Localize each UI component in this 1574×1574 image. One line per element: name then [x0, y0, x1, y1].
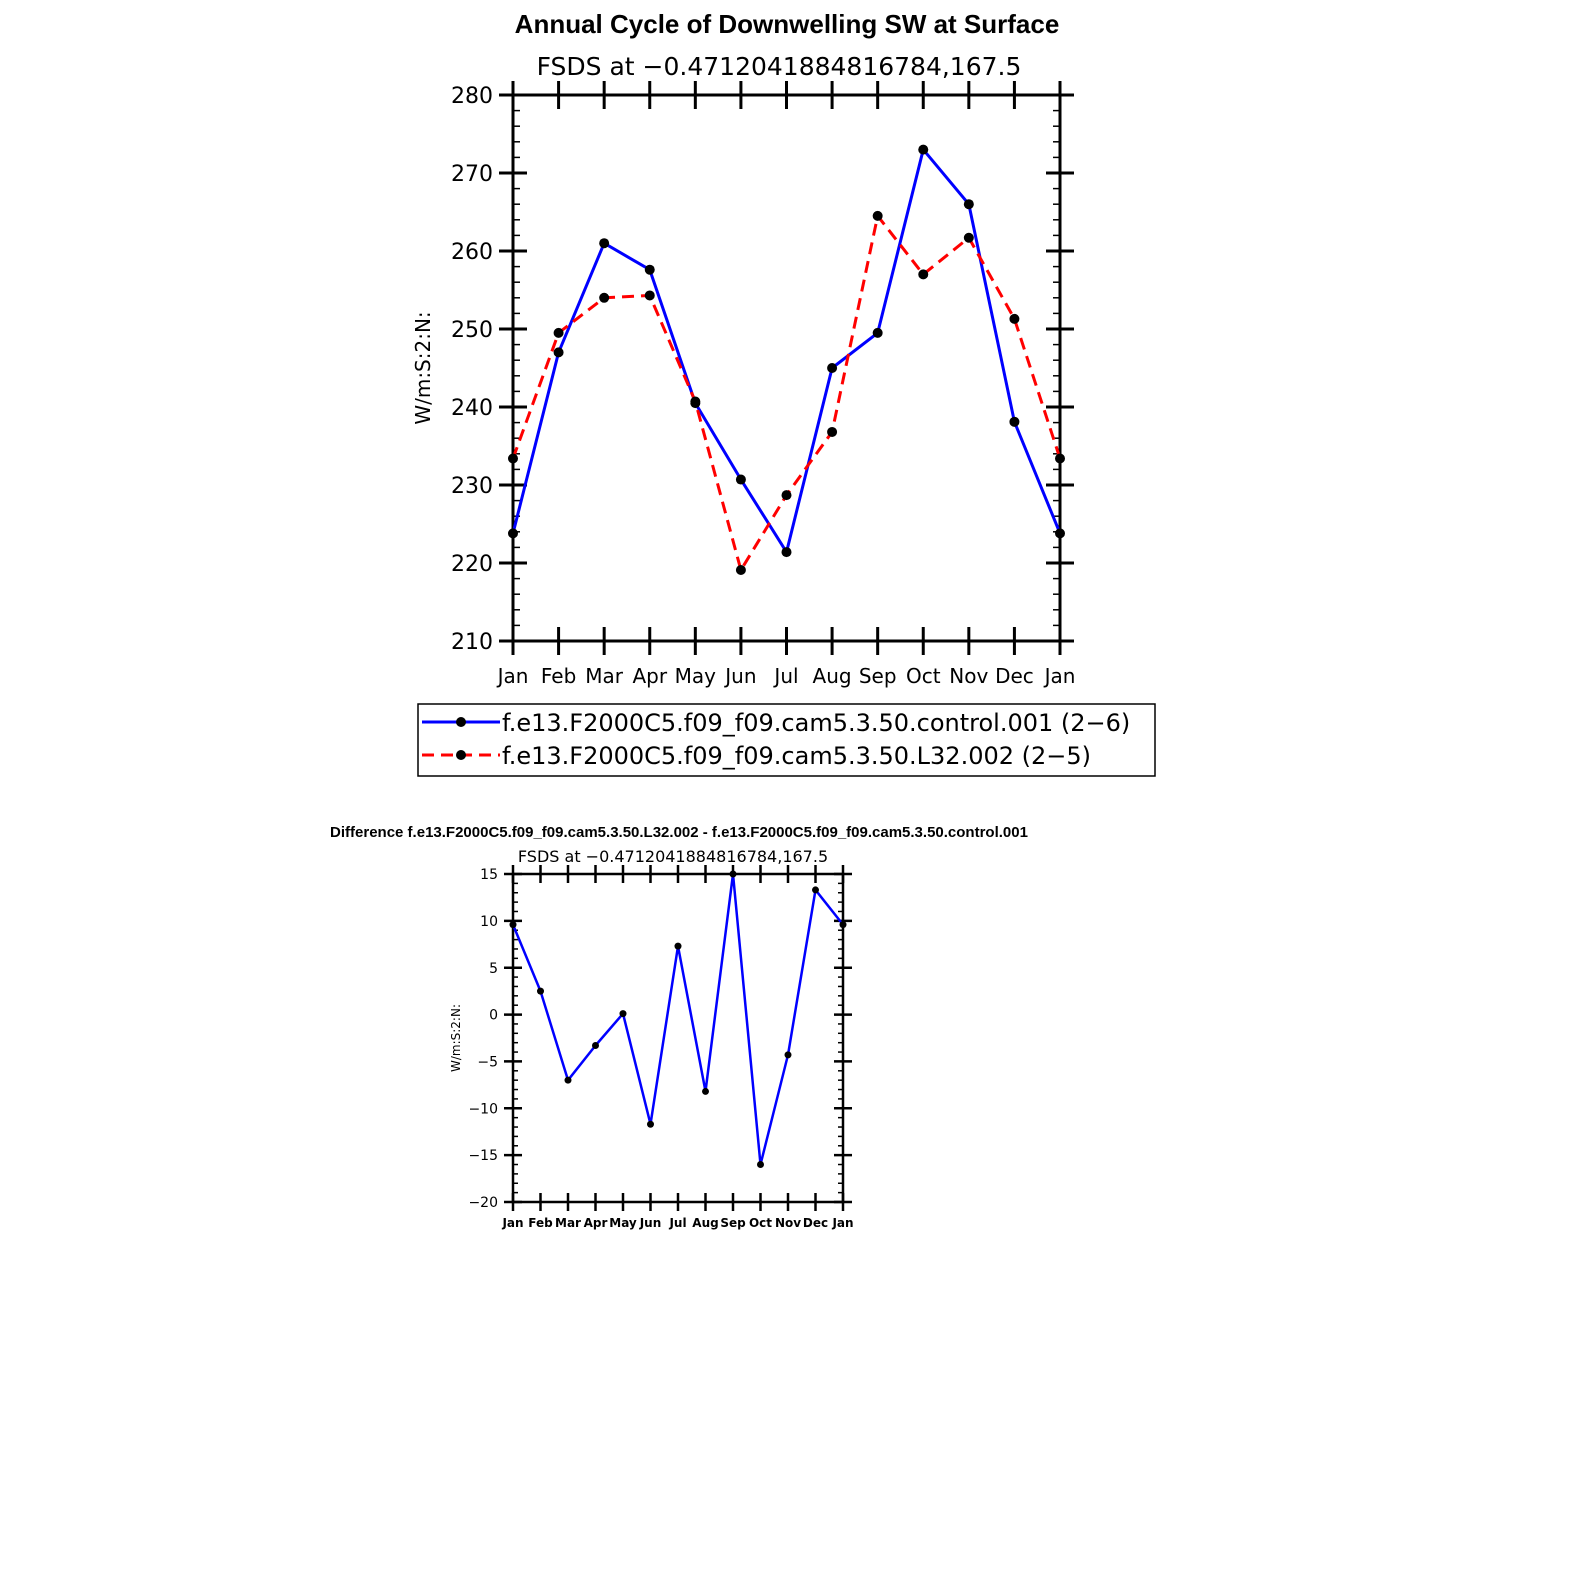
- main-series-1-point: [918, 269, 928, 279]
- diff-series-0-point: [702, 1088, 709, 1095]
- diff-x-tick-label: Jun: [639, 1216, 662, 1230]
- main-series-0-point: [827, 363, 837, 373]
- diff-y-tick-label: −5: [477, 1054, 498, 1070]
- diff-plot-frame: [513, 874, 843, 1202]
- diff-x-tick-label: Mar: [555, 1216, 581, 1230]
- main-series-0-point: [1055, 528, 1065, 538]
- main-x-tick-label: Oct: [906, 664, 941, 688]
- main-series-1-point: [1055, 453, 1065, 463]
- diff-x-tick-label: Nov: [775, 1216, 801, 1230]
- diff-series-line-0: [513, 874, 843, 1165]
- diff-chart-subtitle: FSDS at −0.4712041884816784,167.5: [518, 847, 828, 866]
- main-x-tick-label: Mar: [585, 664, 624, 688]
- diff-series-0-point: [675, 943, 682, 950]
- diff-x-tick-label: Oct: [749, 1216, 772, 1230]
- main-x-tick-label: Aug: [813, 664, 852, 688]
- main-series-0-point: [599, 238, 609, 248]
- main-series-1-point: [964, 233, 974, 243]
- diff-x-tick-label: Jul: [668, 1216, 686, 1230]
- diff-chart-title: Difference f.e13.F2000C5.f09_f09.cam5.3.…: [330, 824, 1028, 841]
- main-series-0-point: [736, 475, 746, 485]
- main-series-0-point: [1009, 417, 1019, 427]
- main-series-1-point: [554, 328, 564, 338]
- diff-series-0-point: [592, 1042, 599, 1049]
- main-series-0-point: [964, 199, 974, 209]
- main-x-tick-label: Nov: [949, 664, 988, 688]
- diff-y-tick-label: 0: [489, 1008, 498, 1024]
- diff-y-tick-label: −10: [468, 1101, 498, 1117]
- main-x-tick-label: Feb: [541, 664, 576, 688]
- diff-x-tick-label: Dec: [803, 1216, 828, 1230]
- main-series-1-point: [508, 453, 518, 463]
- diff-series-0-point: [840, 921, 847, 928]
- diff-series-0-point: [620, 1010, 627, 1017]
- main-series-1-point: [873, 211, 883, 221]
- main-x-tick-label: Apr: [632, 664, 667, 688]
- main-chart: Annual Cycle of Downwelling SW at Surfac…: [411, 9, 1155, 776]
- diff-y-tick-label: −20: [468, 1195, 498, 1211]
- diff-x-tick-label: Jan: [831, 1216, 853, 1230]
- main-x-tick-label: Dec: [995, 664, 1034, 688]
- diff-x-tick-label: Feb: [528, 1216, 553, 1230]
- main-x-tick-label: Sep: [859, 664, 897, 688]
- diff-y-tick-label: −15: [468, 1148, 498, 1164]
- diff-series-0-point: [565, 1077, 572, 1084]
- diff-series-0-point: [537, 988, 544, 995]
- main-series-1-point: [827, 427, 837, 437]
- main-series-line-1: [513, 216, 1060, 570]
- main-y-tick-label: 250: [451, 318, 493, 343]
- diff-x-tick-label: May: [609, 1216, 637, 1230]
- diff-series-0-point: [785, 1051, 792, 1058]
- diff-series-0-point: [757, 1161, 764, 1168]
- main-series-0-point: [554, 347, 564, 357]
- main-series-1-point: [1009, 314, 1019, 324]
- legend-label-1: f.e13.F2000C5.f09_f09.cam5.3.50.L32.002 …: [502, 742, 1091, 770]
- main-x-tick-label: Jun: [723, 664, 756, 688]
- diff-y-tick-label: 15: [480, 867, 498, 883]
- main-series-0-point: [918, 145, 928, 155]
- main-series-1-point: [690, 397, 700, 407]
- main-x-tick-label: May: [675, 664, 717, 688]
- main-series-0-point: [645, 265, 655, 275]
- main-series-1-point: [599, 293, 609, 303]
- diff-y-axis-label: W/m:S:2:N:: [449, 1004, 463, 1072]
- main-y-tick-label: 240: [451, 396, 493, 421]
- main-series-0-point: [782, 547, 792, 557]
- main-y-tick-label: 270: [451, 162, 493, 187]
- main-series-1-point: [782, 490, 792, 500]
- main-y-tick-label: 260: [451, 240, 493, 265]
- main-plot-frame: [513, 95, 1060, 641]
- diff-y-tick-label: 5: [489, 961, 498, 977]
- diff-x-tick-label: Aug: [692, 1216, 718, 1230]
- diff-x-tick-label: Apr: [584, 1216, 608, 1230]
- diff-x-tick-label: Sep: [720, 1216, 746, 1230]
- legend-marker-0: [456, 717, 466, 727]
- main-x-tick-label: Jul: [772, 664, 798, 688]
- main-series-1-point: [645, 290, 655, 300]
- diff-y-tick-label: 10: [480, 914, 498, 930]
- main-chart-title: Annual Cycle of Downwelling SW at Surfac…: [515, 9, 1060, 39]
- diff-series-0-point: [510, 921, 517, 928]
- diff-chart: Difference f.e13.F2000C5.f09_f09.cam5.3.…: [330, 824, 1028, 1230]
- main-x-tick-label: Jan: [1043, 664, 1076, 688]
- legend-label-0: f.e13.F2000C5.f09_f09.cam5.3.50.control.…: [502, 709, 1130, 737]
- legend: f.e13.F2000C5.f09_f09.cam5.3.50.control.…: [418, 704, 1155, 776]
- diff-x-tick-label: Jan: [501, 1216, 523, 1230]
- diff-series-0-point: [647, 1121, 654, 1128]
- main-series-1-point: [736, 565, 746, 575]
- main-y-axis-label: W/m:S:2:N:: [411, 311, 435, 424]
- main-y-tick-label: 230: [451, 474, 493, 499]
- main-y-tick-label: 210: [451, 630, 493, 655]
- diff-series-0-point: [730, 871, 737, 878]
- main-series-0-point: [873, 328, 883, 338]
- diff-series-0-point: [812, 886, 819, 893]
- main-x-tick-label: Jan: [496, 664, 529, 688]
- main-chart-subtitle: FSDS at −0.4712041884816784,167.5: [537, 52, 1022, 81]
- main-series-0-point: [508, 528, 518, 538]
- main-y-tick-label: 280: [451, 84, 493, 109]
- legend-marker-1: [456, 750, 466, 760]
- main-y-tick-label: 220: [451, 552, 493, 577]
